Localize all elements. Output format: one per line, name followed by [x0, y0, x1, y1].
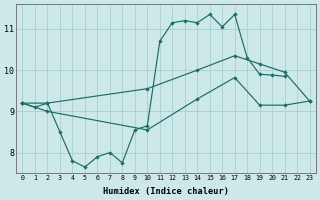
X-axis label: Humidex (Indice chaleur): Humidex (Indice chaleur): [103, 187, 229, 196]
